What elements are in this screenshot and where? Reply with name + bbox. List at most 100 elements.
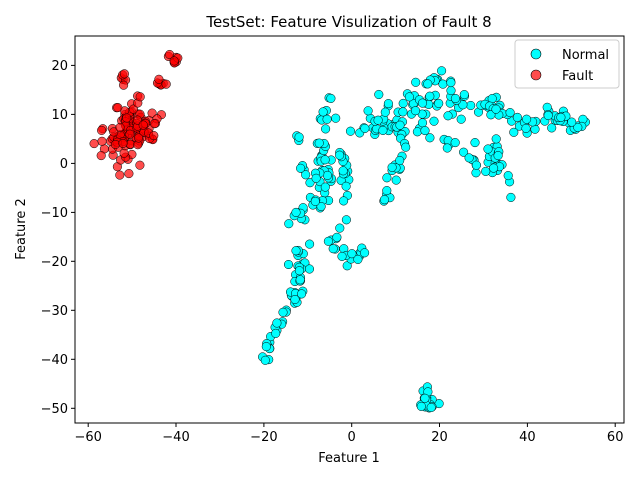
normal-point: [459, 147, 469, 157]
normal-point: [338, 166, 348, 176]
normal-point: [512, 112, 522, 122]
normal-point: [426, 402, 436, 413]
y-tick-label: −40: [41, 353, 68, 368]
legend-label-normal: Normal: [562, 48, 609, 63]
fault-point: [97, 125, 107, 135]
normal-point: [471, 160, 481, 170]
normal-point: [272, 318, 282, 328]
fault-point: [109, 127, 119, 137]
normal-point: [543, 110, 553, 121]
ticks-layer: −60 −40 −20 0 20 40 60 −50 −40 −30 −20 −10 0 10 20: [41, 59, 624, 445]
x-tick-label: −20: [250, 430, 277, 445]
normal-point: [337, 251, 347, 261]
x-tick-label: −40: [162, 430, 189, 445]
normal-point: [322, 114, 332, 124]
fault-point: [113, 103, 123, 113]
legend: Normal Fault: [514, 39, 620, 89]
legend-label-fault: Fault: [562, 69, 593, 84]
fault-point: [161, 79, 171, 89]
fault-point: [138, 120, 148, 130]
normal-point: [341, 215, 351, 225]
normal-point: [446, 78, 456, 88]
normal-point: [382, 186, 392, 196]
x-tick-label: 40: [519, 430, 536, 445]
normal-point: [382, 173, 392, 183]
fault-point: [132, 115, 143, 125]
normal-point: [458, 100, 468, 110]
normal-point: [331, 113, 341, 123]
normal-point: [573, 122, 583, 132]
fault-point: [125, 129, 135, 139]
fault-point: [122, 113, 132, 123]
normal-point: [425, 91, 435, 101]
chart-title: TestSet: Feature Visulization of Fault 8: [205, 13, 491, 31]
normal-point: [290, 294, 300, 305]
normal-point: [401, 142, 411, 152]
normal-point: [261, 342, 271, 352]
legend-marker-normal: [530, 48, 542, 60]
normal-point: [438, 79, 448, 89]
x-tick-label: 60: [607, 430, 624, 445]
normal-point: [416, 401, 426, 411]
fault-point: [169, 56, 179, 66]
normal-point: [547, 123, 557, 133]
normal-point: [522, 114, 532, 124]
normal-point: [395, 155, 405, 166]
normal-point: [314, 138, 324, 148]
normal-point: [360, 123, 370, 133]
fault-point: [124, 169, 134, 179]
normal-point: [489, 163, 499, 173]
normal-point: [411, 77, 421, 87]
normal-point: [470, 138, 480, 148]
normal-point: [412, 127, 422, 137]
fault-point: [97, 136, 107, 146]
fault-point: [115, 122, 125, 132]
normal-point: [404, 92, 414, 102]
normal-point: [310, 196, 320, 206]
normal-point: [491, 104, 501, 114]
normal-point: [320, 155, 330, 165]
y-tick-label: −10: [41, 206, 68, 221]
normal-point: [437, 66, 447, 76]
normal-point: [291, 246, 301, 256]
normal-point: [466, 100, 476, 111]
normal-point: [443, 111, 453, 121]
normal-point: [491, 134, 501, 144]
normal-point: [509, 127, 519, 137]
normal-point: [353, 254, 363, 264]
normal-point: [395, 120, 405, 130]
normal-point: [341, 181, 351, 191]
normal-point: [363, 106, 373, 116]
normal-point: [383, 99, 393, 109]
x-axis-label: Feature 1: [318, 451, 380, 466]
normal-point: [387, 162, 397, 172]
normal-point: [425, 133, 435, 143]
y-tick-label: −50: [41, 402, 68, 417]
normal-point: [410, 106, 421, 116]
y-tick-label: −30: [41, 304, 68, 319]
normal-point: [260, 355, 270, 365]
y-tick-label: 20: [51, 59, 68, 74]
normal-point: [335, 150, 345, 160]
normal-point: [297, 289, 307, 299]
normal-point: [322, 170, 332, 180]
normal-point: [442, 143, 452, 153]
normal-point: [311, 173, 321, 183]
fault-point: [119, 80, 129, 90]
fault-point: [149, 131, 159, 141]
normal-point: [380, 107, 390, 117]
fault-point: [96, 151, 106, 161]
normal-point: [374, 89, 384, 100]
normal-point: [420, 126, 430, 136]
normal-point: [391, 175, 401, 185]
fault-point: [110, 139, 120, 150]
fault-point: [119, 69, 129, 79]
normal-point: [567, 117, 577, 127]
normal-point: [323, 236, 333, 246]
fault-point: [135, 92, 145, 102]
normal-point: [296, 163, 306, 173]
fault-point: [135, 160, 145, 170]
fault-point: [165, 49, 175, 60]
normal-point: [301, 170, 311, 180]
normal-point: [398, 107, 408, 117]
